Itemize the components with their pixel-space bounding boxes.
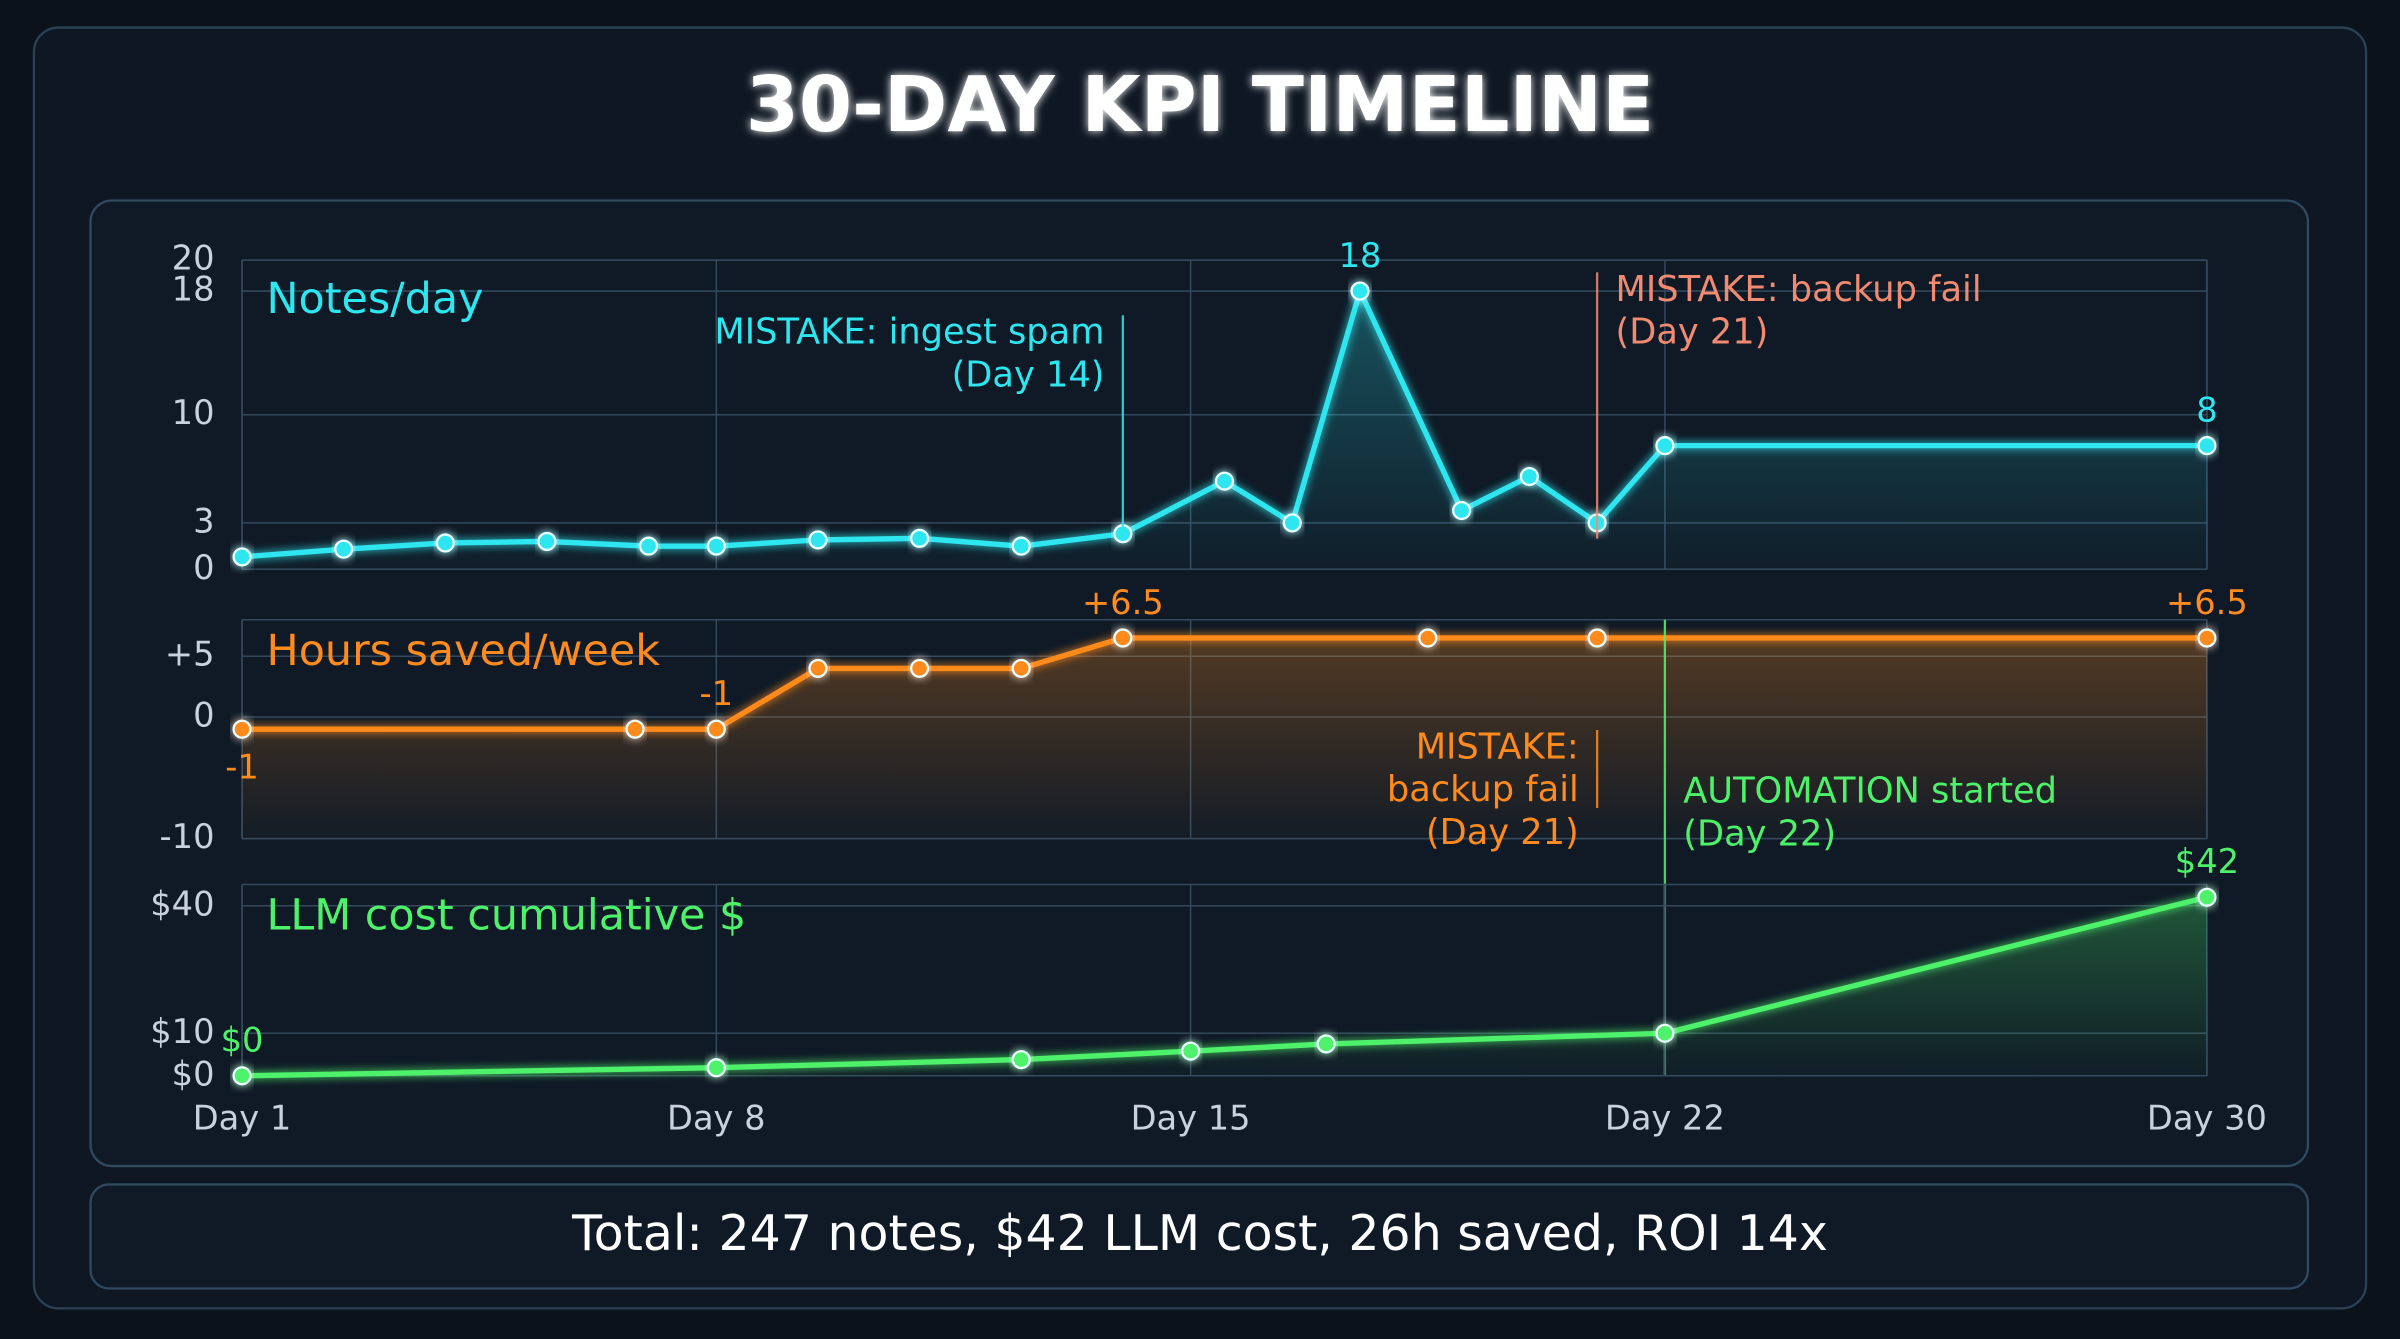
data-point <box>706 536 726 556</box>
data-point <box>1350 281 1370 301</box>
x-tick-label: Day 1 <box>193 1099 292 1138</box>
data-point <box>537 531 557 552</box>
annotation-text: (Day 21) <box>1615 312 1768 353</box>
data-point <box>1519 466 1539 487</box>
annotation-text: MISTAKE: ingest spam <box>714 312 1104 353</box>
y-tick-label: 18 <box>172 270 215 309</box>
annotation-text: (Day 21) <box>1426 812 1579 853</box>
annotation-text: MISTAKE: backup fail <box>1615 269 1981 310</box>
data-point <box>2197 887 2217 907</box>
area-fill <box>242 637 2207 839</box>
data-point <box>1655 1023 1675 1043</box>
x-tick-label: Day 30 <box>2147 1099 2267 1138</box>
data-point <box>1011 1050 1031 1070</box>
data-point <box>625 719 645 739</box>
data-label: +6.5 <box>2166 583 2248 622</box>
data-point <box>910 658 930 678</box>
data-point <box>639 536 659 556</box>
annotation-text: MISTAKE: <box>1416 726 1579 767</box>
area-fill <box>242 897 2207 1076</box>
y-tick-label: $40 <box>150 884 214 923</box>
data-label: $42 <box>2175 842 2239 881</box>
series-line <box>242 635 2207 732</box>
data-point <box>232 1066 252 1086</box>
y-tick-label: $10 <box>150 1012 214 1051</box>
area-fill <box>242 291 2207 570</box>
data-point <box>232 719 252 739</box>
data-point <box>1011 658 1031 678</box>
data-point <box>2197 436 2217 456</box>
series-line <box>241 288 2207 560</box>
data-point <box>910 528 930 548</box>
footer-summary: Total: 247 notes, $42 LLM cost, 26h save… <box>571 1205 1828 1262</box>
annotation-text: AUTOMATION started <box>1683 771 2057 812</box>
series-title: Notes/day <box>267 274 484 324</box>
data-point <box>1452 500 1472 521</box>
data-point <box>435 533 455 553</box>
data-point <box>1587 628 1607 648</box>
series-title: Hours saved/week <box>267 626 661 676</box>
x-tick-label: Day 22 <box>1605 1099 1725 1138</box>
data-point <box>1316 1034 1336 1054</box>
data-point <box>1011 536 1031 556</box>
data-point <box>808 658 828 678</box>
data-point <box>1418 628 1438 648</box>
data-label: $0 <box>221 1021 264 1060</box>
y-tick-label: 0 <box>193 696 214 735</box>
y-tick-label: 3 <box>193 501 214 540</box>
y-tick-label: +5 <box>165 635 215 674</box>
page-title: 30-DAY KPI TIMELINE <box>746 61 1655 150</box>
y-tick-label: 20 <box>172 239 215 278</box>
y-tick-label: $0 <box>172 1054 215 1093</box>
annotation-text: (Day 14) <box>952 354 1105 395</box>
x-tick-label: Day 15 <box>1131 1099 1251 1138</box>
annotation-text: (Day 22) <box>1683 814 1836 855</box>
y-tick-label: -10 <box>160 817 215 856</box>
data-point <box>2197 628 2217 648</box>
data-point <box>1181 1041 1201 1061</box>
data-point <box>808 530 828 550</box>
data-label: -1 <box>700 674 734 713</box>
footer-panel <box>89 1183 2310 1290</box>
y-tick-label: 0 <box>193 548 214 587</box>
data-label: 18 <box>1339 236 1382 275</box>
data-point <box>232 547 252 567</box>
data-point <box>706 1058 726 1078</box>
annotation-text: backup fail <box>1387 769 1579 810</box>
data-point <box>1214 471 1235 491</box>
data-point <box>1282 513 1302 533</box>
data-label: 8 <box>2196 390 2217 429</box>
data-point <box>334 539 354 559</box>
data-point <box>1113 628 1133 648</box>
y-tick-label: 10 <box>172 393 215 432</box>
data-point <box>706 719 726 739</box>
data-label: +6.5 <box>1082 583 1164 622</box>
data-point <box>1655 436 1675 456</box>
data-label: -1 <box>225 747 259 786</box>
series-title: LLM cost cumulative $ <box>267 891 747 941</box>
x-tick-label: Day 8 <box>667 1099 766 1138</box>
